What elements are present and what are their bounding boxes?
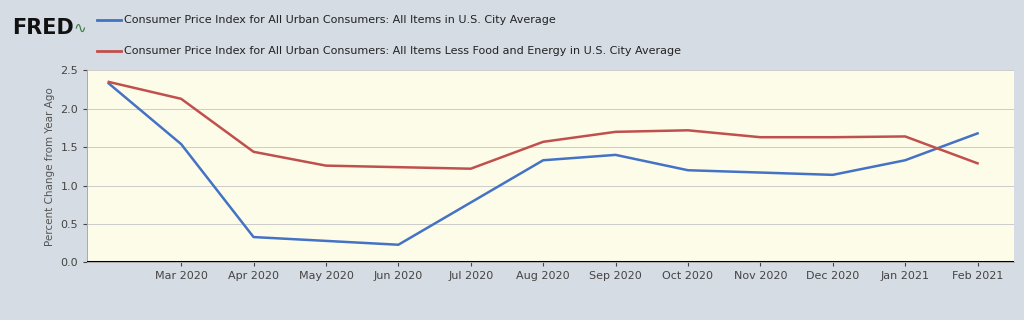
Text: FRED: FRED bbox=[12, 18, 74, 38]
Text: Consumer Price Index for All Urban Consumers: All Items in U.S. City Average: Consumer Price Index for All Urban Consu… bbox=[124, 15, 556, 25]
Text: Consumer Price Index for All Urban Consumers: All Items Less Food and Energy in : Consumer Price Index for All Urban Consu… bbox=[124, 46, 681, 56]
Text: ∿: ∿ bbox=[74, 21, 86, 36]
Y-axis label: Percent Change from Year Ago: Percent Change from Year Ago bbox=[45, 87, 54, 246]
